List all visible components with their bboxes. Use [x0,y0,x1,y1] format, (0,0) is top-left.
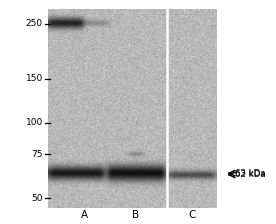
Text: 75: 75 [31,150,43,159]
Text: 62 kDa: 62 kDa [235,170,265,179]
Text: 50: 50 [31,194,43,203]
Text: 150: 150 [25,74,43,84]
Bar [0,0,48,224]
Bar [217,0,276,224]
Bar [0,0,276,9]
Text: 100: 100 [25,118,43,127]
Text: 63 kDa: 63 kDa [235,169,265,178]
Text: 250: 250 [26,19,43,28]
Bar [0,208,276,224]
Text: A: A [81,210,88,220]
Text: C: C [188,210,195,220]
Text: B: B [132,210,139,220]
